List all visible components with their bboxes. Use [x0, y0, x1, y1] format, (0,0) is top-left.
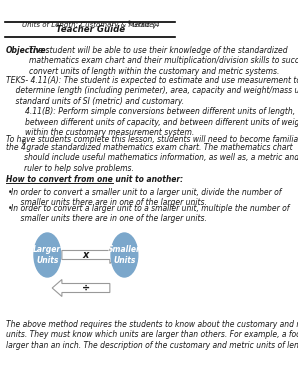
Text: TEKS- 4.11(A): The student is expected to estimate and use measurement tools to
: TEKS- 4.11(A): The student is expected t… [6, 76, 298, 137]
Text: The student will be able to use their knowledge of the standardized
mathematics : The student will be able to use their kn… [29, 46, 298, 76]
Text: th: th [128, 20, 132, 25]
Text: x: x [83, 250, 89, 260]
Text: To have students complete this lesson, students will need to become familiar wit: To have students complete this lesson, s… [6, 135, 298, 144]
Text: the 4: the 4 [6, 143, 26, 152]
Text: ÷: ÷ [82, 283, 90, 293]
Text: The above method requires the students to know about the customary and metric
un: The above method requires the students t… [6, 320, 298, 350]
Text: How to convert from one unit to another:: How to convert from one unit to another: [6, 175, 183, 184]
Text: Units of Length: Customary & Metric (4: Units of Length: Customary & Metric (4 [22, 21, 159, 27]
Text: grade standardized mathematics exam chart. The mathematics chart
should include : grade standardized mathematics exam char… [24, 143, 298, 173]
Text: Larger
Units: Larger Units [33, 245, 61, 265]
Text: Smaller
Units: Smaller Units [108, 245, 141, 265]
Text: Teacher Guide: Teacher Guide [56, 25, 125, 34]
Circle shape [111, 233, 138, 277]
Circle shape [34, 233, 61, 277]
Text: th: th [21, 140, 26, 145]
Text: •: • [8, 204, 13, 213]
Text: Objective:: Objective: [6, 46, 50, 55]
Text: In order to convert a smaller unit to a larger unit, divide the number of
    sm: In order to convert a smaller unit to a … [11, 188, 281, 207]
Text: Grade): Grade) [130, 21, 156, 27]
Text: In order to convert a larger unit to a smaller unit, multiple the number of
    : In order to convert a larger unit to a s… [11, 204, 289, 223]
FancyArrow shape [62, 247, 119, 264]
FancyArrow shape [52, 279, 110, 296]
Text: •: • [8, 188, 13, 197]
